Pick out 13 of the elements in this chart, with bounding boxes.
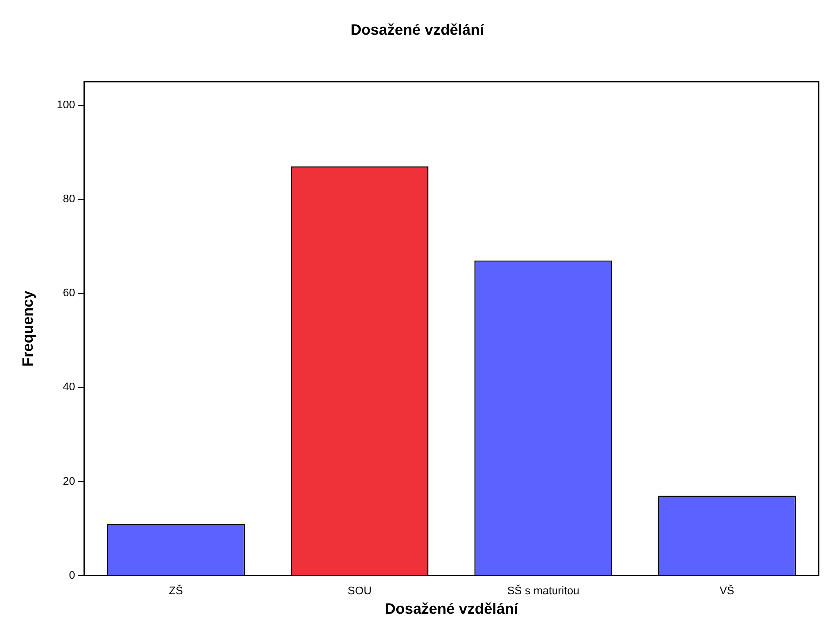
chart-title: Dosažené vzdělání [350,22,486,40]
x-tick-label: SOU [348,585,372,598]
y-axis-title: Frequency [20,290,38,367]
x-tick-label: VŠ [720,584,735,598]
y-tick-label: 100 [56,100,76,112]
y-tick-label: 80 [63,194,76,206]
x-axis-title: Dosažené vzdělání [384,601,520,618]
y-tick-label: 60 [63,288,76,300]
y-tick-label: 40 [63,382,76,394]
x-tick-label: ZŠ [169,584,184,598]
y-tick-label: 20 [63,476,76,488]
x-tick-label: SŠ s maturitou [507,584,580,598]
y-tick-label: 0 [69,570,76,582]
